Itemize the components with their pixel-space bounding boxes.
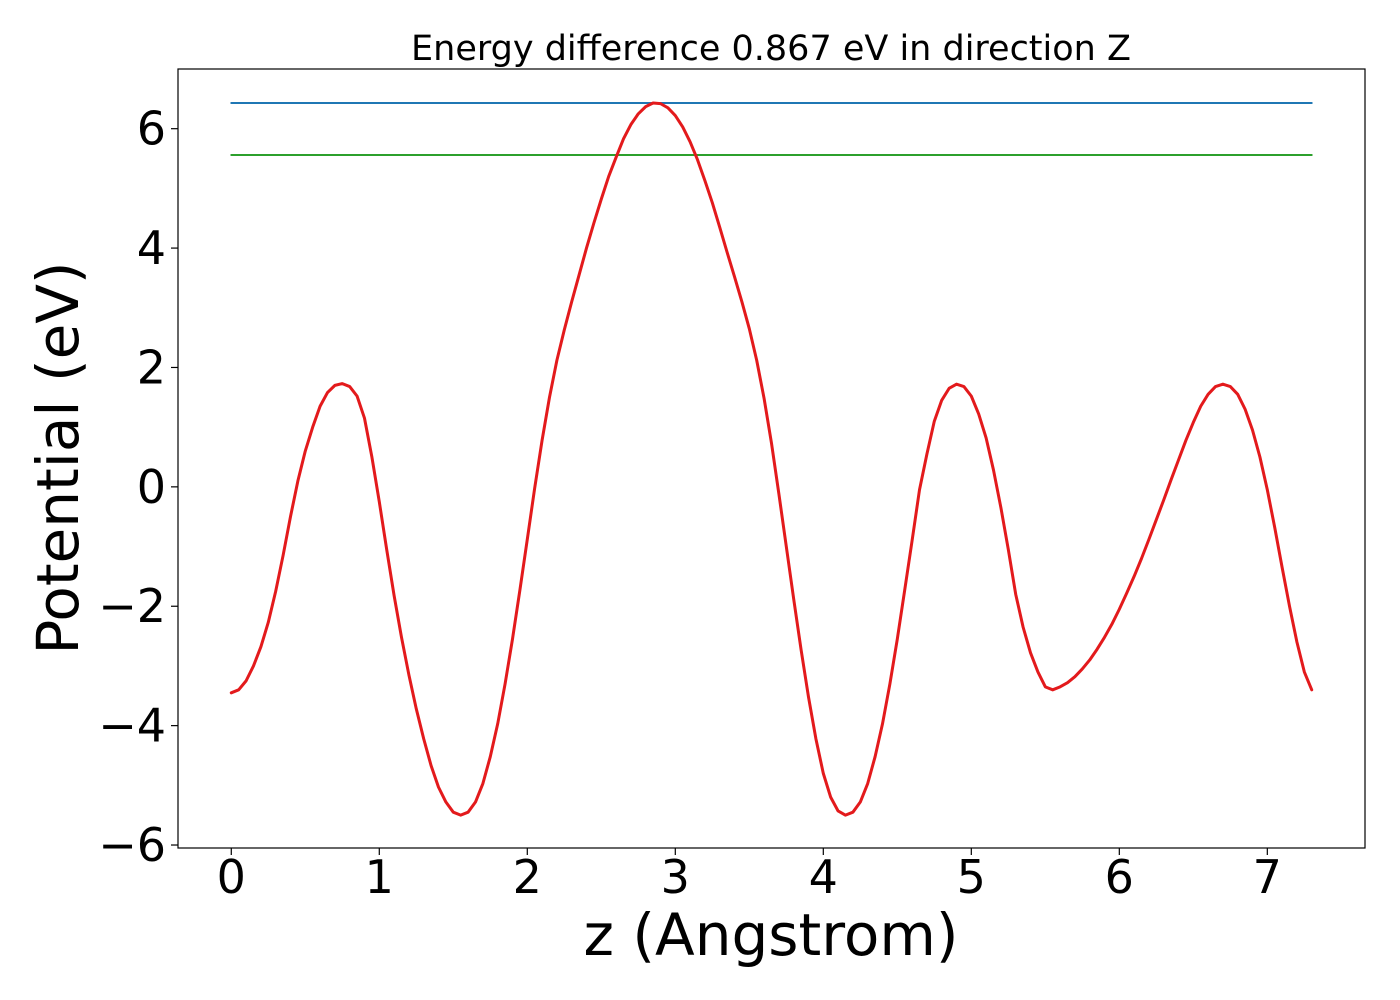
y-tick-label-2: −2 — [98, 579, 166, 633]
series-line-3 — [229, 101, 1314, 817]
y-tick-label-6: 6 — [137, 102, 166, 156]
x-tick-label-7: 7 — [1253, 850, 1282, 904]
x-tick-label-6: 6 — [1105, 850, 1134, 904]
x-axis-ticks: 0 1 2 3 4 5 6 7 — [217, 848, 1282, 904]
y-axis-label: Potential (eV) — [24, 261, 92, 654]
chart-title: Energy difference 0.867 eV in direction … — [411, 29, 1131, 69]
y-axis-ticks: −6 −4 −2 0 2 4 6 — [98, 102, 178, 872]
y-tick-label-4: 2 — [137, 340, 166, 394]
x-tick-label-1: 1 — [365, 850, 394, 904]
x-tick-label-3: 3 — [661, 850, 690, 904]
x-tick-label-5: 5 — [957, 850, 986, 904]
y-tick-label-0: −6 — [98, 818, 166, 872]
plot-area-frame — [177, 68, 1366, 849]
x-axis-label: z (Angstrom) — [584, 901, 959, 969]
y-tick-label-5: 4 — [137, 221, 166, 275]
y-tick-label-3: 0 — [137, 460, 166, 514]
series-layer — [229, 101, 1314, 817]
y-tick-label-1: −4 — [98, 699, 166, 753]
x-tick-label-0: 0 — [217, 850, 246, 904]
x-tick-label-4: 4 — [809, 850, 838, 904]
x-tick-label-2: 2 — [513, 850, 542, 904]
